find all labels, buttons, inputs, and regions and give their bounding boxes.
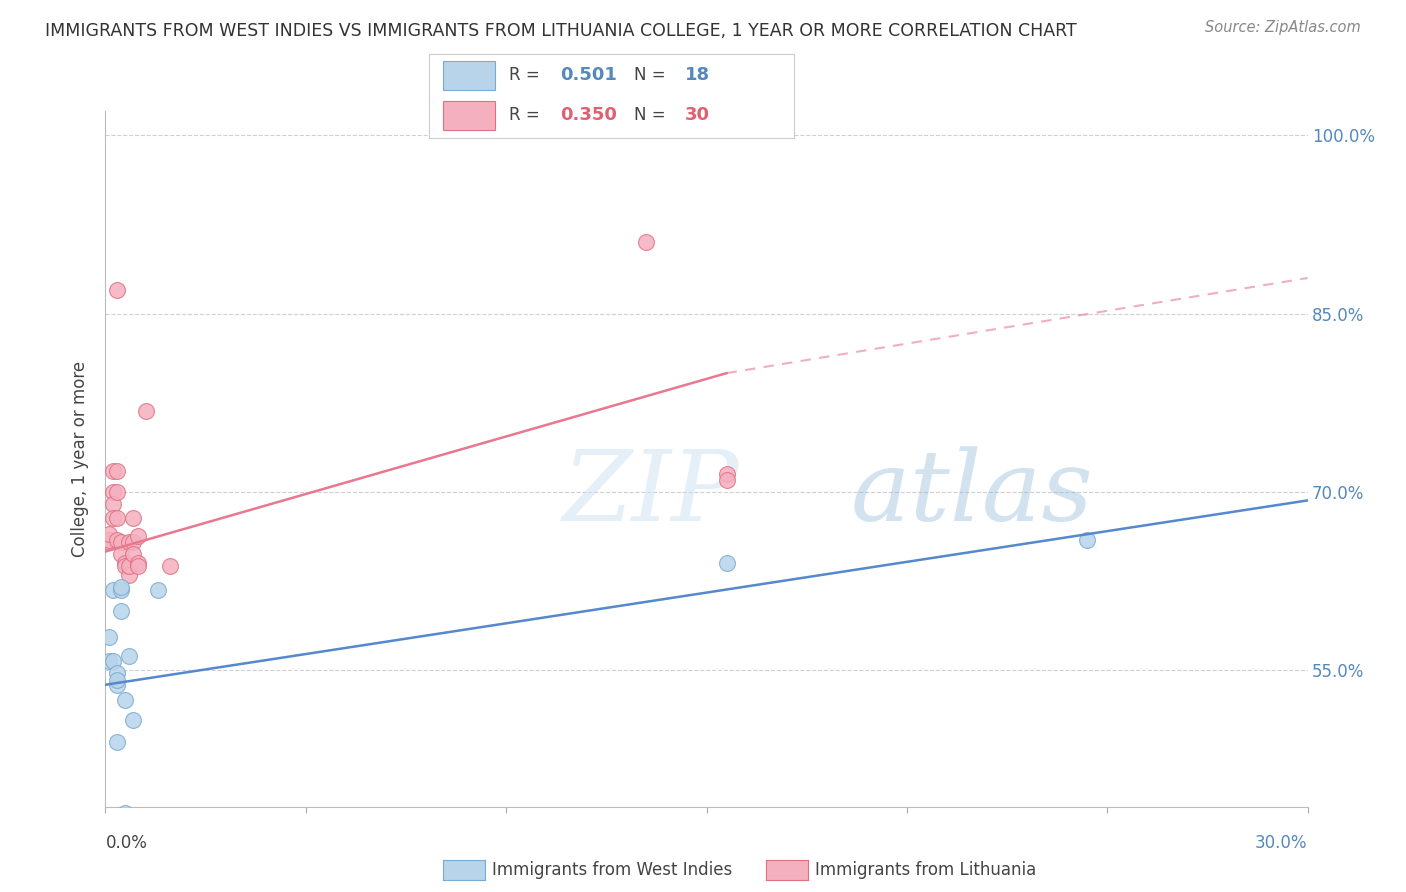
Point (110, 582, 132, 597)
Point (98, 654, 121, 668)
Text: Immigrants from Lithuania: Immigrants from Lithuania (815, 861, 1036, 879)
Point (103, 654, 125, 668)
Point (98, 535, 121, 549)
Point (98, 533, 121, 547)
Text: N =: N = (634, 66, 671, 84)
Text: Immigrants from West Indies: Immigrants from West Indies (492, 861, 733, 879)
Text: 30: 30 (685, 106, 710, 124)
Text: atlas: atlas (851, 447, 1094, 541)
Point (118, 535, 141, 549)
Point (110, 580, 132, 594)
Point (135, 404, 157, 418)
Point (122, 547, 145, 561)
Point (103, 511, 125, 525)
Text: 0.501: 0.501 (561, 66, 617, 84)
Text: IMMIGRANTS FROM WEST INDIES VS IMMIGRANTS FROM LITHUANIA COLLEGE, 1 YEAR OR MORE: IMMIGRANTS FROM WEST INDIES VS IMMIGRANT… (45, 22, 1077, 40)
Point (716, 467, 738, 482)
Point (98, 533, 121, 547)
Point (107, 678, 129, 692)
Point (118, 558, 141, 573)
Text: 30.0%: 30.0% (1256, 834, 1308, 852)
Point (103, 485, 125, 500)
Point (118, 568, 141, 582)
Point (107, 673, 129, 687)
Point (127, 557, 149, 571)
Point (1076, 533, 1098, 547)
Point (110, 535, 132, 549)
Point (103, 497, 125, 511)
Point (114, 806, 136, 821)
Point (122, 511, 145, 525)
Point (110, 547, 132, 561)
Point (107, 464, 129, 478)
Point (127, 558, 149, 573)
Text: 0.0%: 0.0% (105, 834, 148, 852)
Text: R =: R = (509, 106, 546, 124)
Point (122, 714, 145, 728)
Point (107, 665, 129, 680)
Point (159, 558, 181, 573)
Point (107, 533, 129, 547)
Point (122, 535, 145, 549)
Text: N =: N = (634, 106, 671, 124)
Point (636, 235, 658, 250)
Point (716, 473, 738, 487)
Point (98, 526, 121, 541)
Point (103, 464, 125, 478)
Text: R =: R = (509, 66, 546, 84)
Point (127, 529, 149, 543)
Point (118, 649, 141, 664)
Point (107, 283, 129, 297)
Point (114, 693, 136, 707)
Point (107, 735, 129, 749)
Text: 18: 18 (685, 66, 710, 84)
Point (716, 557, 738, 571)
Text: 0.350: 0.350 (561, 106, 617, 124)
Point (107, 511, 129, 525)
Point (103, 582, 125, 597)
Point (114, 558, 136, 573)
Point (98, 630, 121, 644)
Text: ZIP: ZIP (562, 447, 738, 541)
Bar (443, 101, 495, 130)
Point (146, 582, 169, 597)
Y-axis label: College, 1 year or more: College, 1 year or more (72, 361, 90, 558)
Bar (443, 62, 495, 90)
Point (114, 557, 136, 571)
Point (107, 485, 129, 500)
Point (110, 604, 132, 618)
Text: Source: ZipAtlas.com: Source: ZipAtlas.com (1205, 20, 1361, 35)
